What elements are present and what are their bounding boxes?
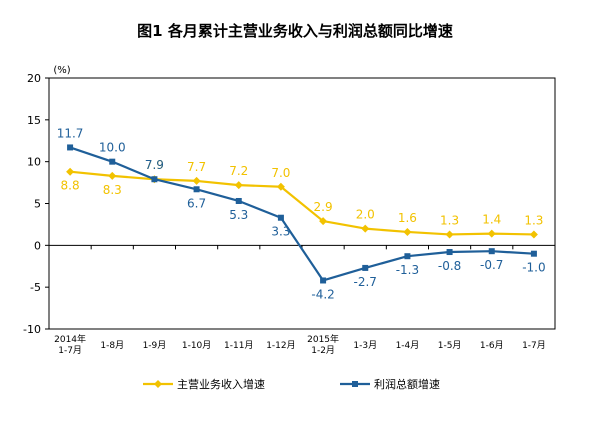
data-label: 11.7 xyxy=(57,126,84,140)
data-label: 7.7 xyxy=(187,160,206,174)
data-label: 2.0 xyxy=(356,208,375,222)
legend-label: 利润总额增速 xyxy=(374,377,440,391)
data-label: 1.3 xyxy=(524,213,543,227)
data-label: -4.2 xyxy=(311,287,334,301)
data-point xyxy=(487,229,496,238)
data-point xyxy=(234,181,243,190)
x-tick-label: 1-3月 xyxy=(353,340,377,351)
data-label: 2.9 xyxy=(314,200,333,214)
data-point xyxy=(192,176,201,185)
data-labels: 8.8 8.3 7.9 7.7 7.2 7.0 2.9 2.0 1.6 1.3 1.4 1.3 11.7… xyxy=(57,126,546,301)
y-tick-label: 0 xyxy=(34,239,41,252)
y-tick-label: 20 xyxy=(27,72,41,85)
data-point xyxy=(151,176,158,183)
data-point xyxy=(66,167,75,176)
x-tick-label: 1-11月 xyxy=(224,340,253,351)
x-tick-label: 1-6月 xyxy=(480,340,504,351)
data-point xyxy=(193,186,200,193)
data-label: 8.3 xyxy=(103,183,122,197)
y-tick-label: 10 xyxy=(27,156,41,169)
legend-marker xyxy=(352,381,358,387)
data-label: 1.4 xyxy=(482,213,501,227)
data-label: 7.9 xyxy=(145,158,164,172)
y-tick-label: -10 xyxy=(23,323,41,336)
data-point xyxy=(109,158,116,165)
x-tick-label: 2014年 xyxy=(54,333,86,345)
data-label: -0.7 xyxy=(480,258,503,272)
data-point xyxy=(445,230,454,239)
data-point xyxy=(529,230,538,239)
data-point xyxy=(277,214,284,221)
data-label: 3.3 xyxy=(271,225,290,239)
chart-title: 图1 各月累计主营业务收入与利润总额同比增速 xyxy=(137,22,453,40)
data-label: 1.6 xyxy=(398,211,417,225)
y-tick-label: -5 xyxy=(30,281,41,294)
x-tick-label: 1-9月 xyxy=(143,340,167,351)
data-point xyxy=(320,277,327,284)
data-label: 5.3 xyxy=(229,208,248,222)
data-label: 8.8 xyxy=(61,179,80,193)
data-point xyxy=(67,144,74,151)
series-line xyxy=(69,170,534,236)
x-tick-label: 1-7月 xyxy=(522,340,546,351)
data-point xyxy=(404,253,411,260)
x-tick-label: 1-8月 xyxy=(100,340,124,351)
y-unit-label: (%) xyxy=(53,65,70,76)
y-tick-label: 5 xyxy=(34,198,41,211)
data-point xyxy=(235,197,242,204)
data-point xyxy=(488,248,495,255)
data-label: 7.0 xyxy=(271,166,290,180)
data-point xyxy=(319,217,328,226)
data-label: 1.3 xyxy=(440,213,459,227)
data-point xyxy=(446,249,453,256)
data-point xyxy=(530,250,537,257)
x-tick-label: 1-4月 xyxy=(396,340,420,351)
data-label: -0.8 xyxy=(438,259,461,273)
data-label: -1.3 xyxy=(396,263,419,277)
x-tick-label: 1-2月 xyxy=(311,345,335,356)
legend: 主营业务收入增速 利润总额增速 xyxy=(143,377,440,391)
data-label: -2.7 xyxy=(354,275,377,289)
data-label: 7.2 xyxy=(229,164,248,178)
data-point xyxy=(276,182,285,191)
data-point xyxy=(403,227,412,236)
legend-label: 主营业务收入增速 xyxy=(177,377,265,391)
x-tick-label: 2015年 xyxy=(307,333,339,345)
x-tick-label: 1-7月 xyxy=(58,345,82,356)
data-label: 7.9 xyxy=(145,158,164,172)
data-point xyxy=(108,171,117,180)
data-label: 6.7 xyxy=(187,196,206,210)
data-point xyxy=(362,264,369,271)
x-tick-label: 1-12月 xyxy=(266,340,295,351)
x-tick-label: 1-5月 xyxy=(438,340,462,351)
series-line xyxy=(69,146,534,282)
data-label: 10.0 xyxy=(99,141,126,155)
series-lines xyxy=(66,144,538,284)
data-point xyxy=(361,224,370,233)
legend-marker xyxy=(154,380,162,388)
x-tick-label: 1-10月 xyxy=(182,340,211,351)
data-label: -1.0 xyxy=(522,261,545,275)
y-tick-label: 15 xyxy=(27,114,41,127)
